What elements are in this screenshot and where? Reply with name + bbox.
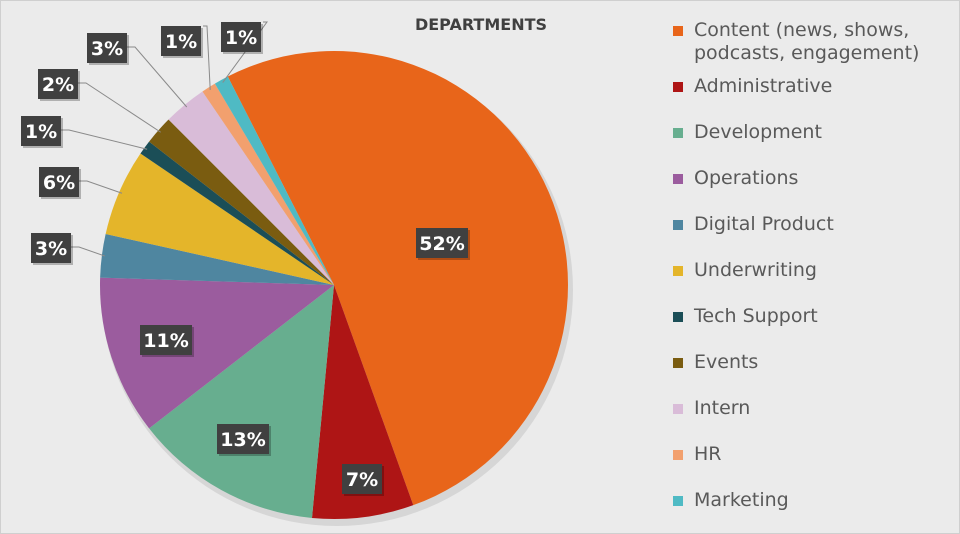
leader-line [79,180,123,194]
legend-label: Underwriting [694,259,817,281]
pie-slice-tech[interactable] [140,141,334,285]
data-label-text: 1% [225,27,257,49]
pie-slice-hr[interactable] [202,83,334,285]
leader-line [203,25,211,90]
data-label: 13% [217,424,271,456]
data-label-text: 3% [91,38,123,60]
legend-label: Events [694,351,759,373]
legend-swatch [673,358,683,368]
pie-slice-marketing[interactable] [214,76,334,285]
data-label-text: 7% [346,469,378,491]
legend-swatch [673,266,683,276]
pie-slice-administrative[interactable] [311,285,414,519]
data-label-text: 1% [165,31,197,53]
data-label: 1% [221,22,263,54]
legend-label: HR [694,443,722,465]
legend-swatch [673,82,683,92]
pie-slice-content[interactable] [227,51,568,506]
legend-swatch [673,128,683,138]
legend-swatch [673,496,683,506]
pie-slice-digital[interactable] [100,233,334,285]
data-label-text: 3% [35,238,67,260]
data-label-text: 52% [419,233,464,255]
leader-line [71,246,105,257]
chart-title: DEPARTMENTS [414,15,548,34]
leader-line [61,129,148,150]
data-label: 7% [342,464,384,496]
legend-label: Administrative [694,75,833,97]
legend-label: Digital Product [694,213,834,235]
pie-slice-development[interactable] [149,285,334,518]
data-label-text: 6% [43,172,75,194]
legend-swatch [673,220,683,230]
data-label: 52% [416,228,470,260]
data-label: 1% [21,116,63,148]
legend-label: Marketing [694,489,789,511]
leader-line [127,46,188,108]
pie-slice-intern[interactable] [168,91,334,286]
data-label: 3% [87,33,129,65]
legend-label: Development [694,121,822,143]
legend-swatch [673,174,683,184]
pie-slice-underwriting[interactable] [105,153,335,285]
pie-slice-events[interactable] [149,119,334,285]
data-label-text: 1% [25,121,57,143]
data-label: 1% [161,26,203,58]
data-label: 6% [39,167,81,199]
pie-slice-operations[interactable] [99,277,334,429]
data-label-text: 13% [220,429,265,451]
data-label-text: 11% [143,330,188,352]
legend-label: Intern [694,397,751,419]
legend-label: Content (news, shows, podcasts, engageme… [694,19,920,64]
data-label: 2% [38,69,80,101]
leader-line [222,21,268,83]
legend-label: Operations [694,167,799,189]
legend-swatch [673,26,683,36]
data-label-text: 2% [42,74,74,96]
data-label: 11% [140,325,194,357]
legend-swatch [673,404,683,414]
legend-label: Tech Support [694,305,818,327]
data-label: 3% [31,233,73,265]
leader-line [78,82,161,133]
legend-swatch [673,312,683,322]
legend-swatch [673,450,683,460]
